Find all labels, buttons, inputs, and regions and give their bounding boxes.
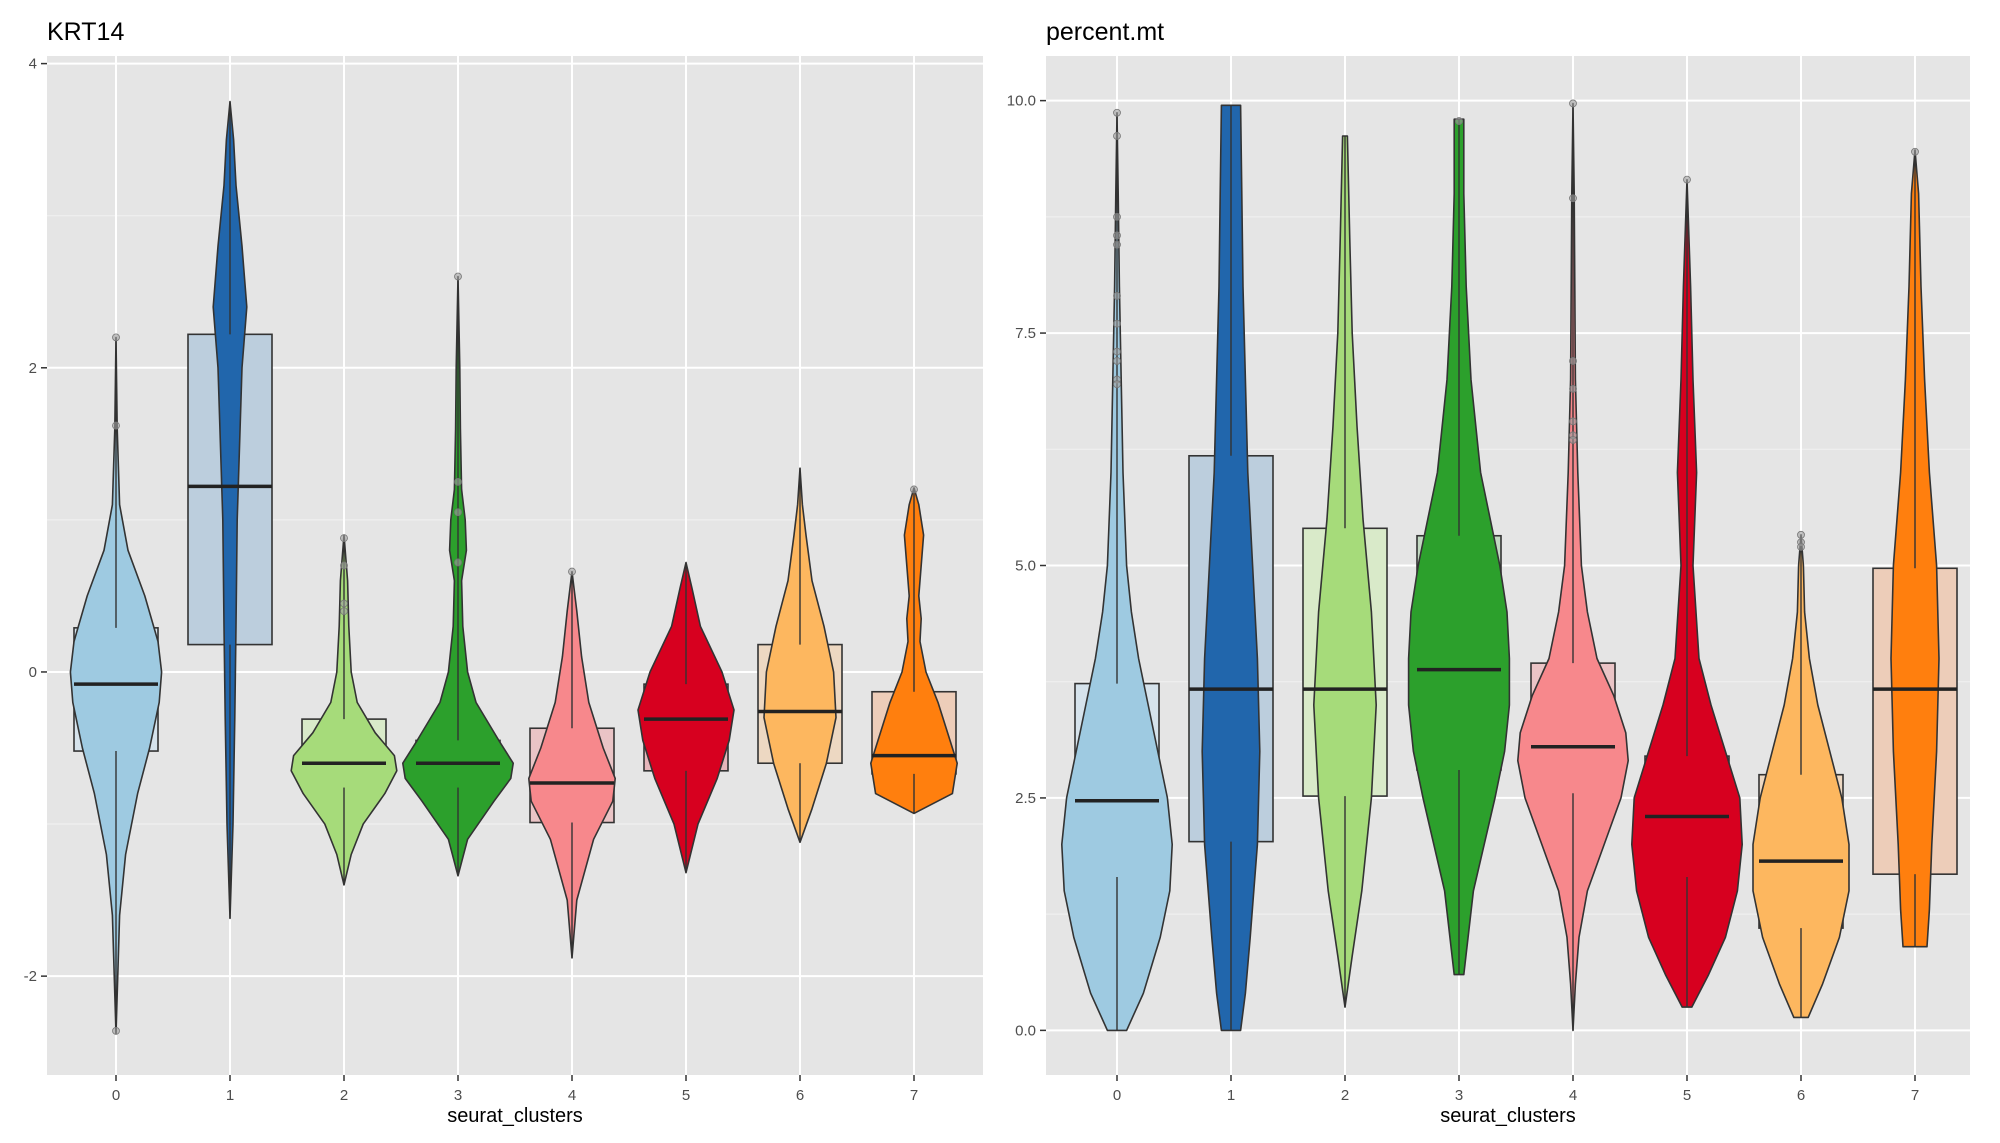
outlier-point [1455,117,1463,125]
outlier-point [1113,212,1121,221]
panel-krt14: KRT14 -2 0 2 4 0 1 2 3 4 5 6 7 seurat_clusters [24,18,983,1127]
outlier-point [1113,319,1121,328]
outlier-point [1683,175,1691,184]
outlier-point [454,272,462,281]
x-axis-ticks: 0 1 2 3 4 5 6 7 [112,1075,918,1104]
y-axis-ticks: 0.0 2.5 5.0 7.5 10.0 [1007,93,1046,1039]
outlier-point [1113,240,1121,249]
outlier-point [568,567,576,576]
outlier-point [454,508,462,517]
outlier-point [1911,147,1919,156]
panel-title-percent-mt: percent.mt [1046,18,1164,46]
y-tick-label: 5.0 [1015,558,1036,575]
panel-percent-mt: percent.mt 0.0 2.5 5.0 7.5 10.0 0 1 2 3 4 5 6 7 seu… [1007,18,1970,1127]
outlier-point [910,485,918,494]
y-tick-label: 7.5 [1015,325,1036,342]
x-tick-label: 4 [568,1087,576,1104]
outlier-point [1569,99,1577,108]
x-tick-label: 4 [1569,1087,1577,1104]
outlier-point [1113,380,1121,389]
x-tick-label: 2 [340,1087,348,1104]
panel-title-krt14: KRT14 [47,18,124,46]
plot-marks [1061,99,1958,1032]
outlier-point [340,607,348,616]
outlier-point [1113,357,1121,365]
outlier-point [1569,417,1577,426]
outlier-point [1113,132,1121,140]
violin-cluster-1 [212,100,248,920]
outlier-point [112,333,120,342]
outlier-point [1569,194,1577,203]
x-tick-label: 5 [1683,1087,1691,1104]
x-tick-label: 5 [682,1087,690,1104]
plot-marks [69,100,958,1035]
x-axis-title: seurat_clusters [1440,1105,1576,1127]
outlier-point [340,534,348,543]
violin-cluster-3 [1407,118,1511,976]
outlier-point [1113,347,1121,356]
y-tick-label: 0 [29,664,37,681]
x-axis-title: seurat_clusters [447,1105,583,1127]
x-tick-label: 0 [112,1087,120,1104]
x-tick-label: 7 [1911,1087,1919,1104]
violin-cluster-1 [1201,104,1261,1032]
outlier-point [340,599,348,608]
y-tick-label: -2 [24,968,37,985]
outlier-point [1113,231,1121,240]
x-tick-label: 3 [454,1087,462,1104]
x-tick-label: 1 [1227,1087,1235,1104]
outlier-point [454,558,462,567]
x-axis-ticks: 0 1 2 3 4 5 6 7 [1113,1075,1919,1104]
outlier-point [112,421,120,430]
x-tick-label: 1 [226,1087,234,1104]
outlier-point [1797,543,1805,551]
outlier-point [1113,108,1121,117]
outlier-point [454,477,462,486]
x-tick-label: 2 [1341,1087,1349,1104]
y-tick-label: 10.0 [1007,93,1036,110]
outlier-point [1797,530,1805,539]
x-tick-label: 6 [796,1087,804,1104]
axes: 0.0 2.5 5.0 7.5 10.0 0 1 2 3 4 5 6 7 [1007,93,1919,1104]
x-tick-label: 7 [910,1087,918,1104]
x-tick-label: 0 [1113,1087,1121,1104]
y-tick-label: 2.5 [1015,790,1036,807]
outlier-point [1569,436,1577,444]
outlier-point [112,1026,120,1035]
y-axis-ticks: -2 0 2 4 [24,56,47,985]
outlier-point [340,561,348,570]
axes: -2 0 2 4 0 1 2 3 4 5 6 7 [24,56,919,1104]
y-tick-label: 4 [29,56,37,73]
x-tick-label: 6 [1797,1087,1805,1104]
outlier-point [1569,384,1577,393]
outlier-point [1113,291,1121,300]
outlier-point [1569,357,1577,365]
x-tick-label: 3 [1455,1087,1463,1104]
y-tick-label: 0.0 [1015,1022,1036,1039]
y-tick-label: 2 [29,360,37,377]
